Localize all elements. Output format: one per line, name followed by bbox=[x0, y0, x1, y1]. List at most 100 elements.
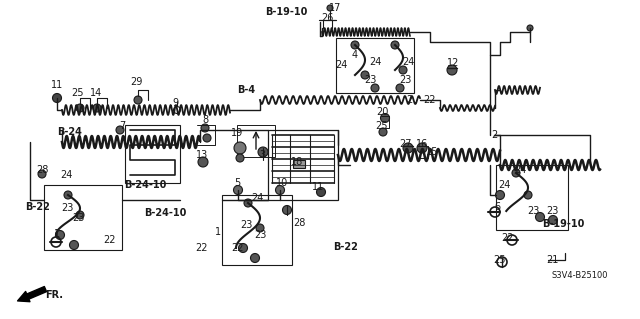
Circle shape bbox=[76, 104, 84, 112]
Text: B-4: B-4 bbox=[237, 85, 255, 95]
Text: 10: 10 bbox=[276, 178, 288, 188]
Circle shape bbox=[239, 243, 248, 253]
Circle shape bbox=[317, 188, 326, 197]
Text: 14: 14 bbox=[90, 88, 102, 98]
Text: 1: 1 bbox=[215, 227, 221, 237]
Text: B-24-10: B-24-10 bbox=[124, 180, 166, 190]
Circle shape bbox=[527, 25, 533, 31]
Circle shape bbox=[447, 65, 457, 75]
Circle shape bbox=[512, 169, 520, 177]
Text: 20: 20 bbox=[376, 107, 388, 117]
Circle shape bbox=[234, 142, 246, 154]
Circle shape bbox=[134, 96, 142, 104]
Text: S3V4-B25100: S3V4-B25100 bbox=[552, 271, 608, 280]
Text: 17: 17 bbox=[329, 3, 341, 13]
Circle shape bbox=[548, 216, 557, 225]
Circle shape bbox=[391, 41, 399, 49]
Text: B-24-10: B-24-10 bbox=[144, 208, 186, 218]
Circle shape bbox=[256, 224, 264, 232]
Text: B-22: B-22 bbox=[26, 202, 51, 212]
Circle shape bbox=[361, 71, 369, 79]
Circle shape bbox=[93, 104, 101, 112]
Text: B-22: B-22 bbox=[333, 242, 358, 252]
Text: 24: 24 bbox=[514, 165, 526, 175]
Text: 29: 29 bbox=[130, 77, 142, 87]
Circle shape bbox=[495, 190, 504, 199]
Circle shape bbox=[76, 211, 84, 219]
Circle shape bbox=[396, 84, 404, 92]
Text: 7: 7 bbox=[119, 121, 125, 131]
Text: 22: 22 bbox=[196, 243, 208, 253]
Circle shape bbox=[381, 114, 390, 122]
Circle shape bbox=[275, 186, 285, 195]
Text: 23: 23 bbox=[72, 213, 84, 223]
Bar bbox=[293, 160, 305, 168]
Bar bbox=[336, 38, 414, 93]
Text: 21: 21 bbox=[546, 255, 558, 265]
Text: 24: 24 bbox=[498, 180, 510, 190]
Text: 24: 24 bbox=[369, 57, 381, 67]
Bar bbox=[268, 130, 338, 200]
Bar bbox=[125, 125, 180, 183]
Circle shape bbox=[52, 93, 61, 102]
Text: 22: 22 bbox=[231, 243, 243, 253]
Text: FR.: FR. bbox=[45, 290, 63, 300]
Text: 11: 11 bbox=[312, 182, 324, 192]
Text: 22: 22 bbox=[424, 95, 436, 105]
Text: 15: 15 bbox=[426, 147, 438, 157]
Text: 23: 23 bbox=[399, 75, 411, 85]
Circle shape bbox=[536, 212, 545, 221]
Text: 18: 18 bbox=[291, 157, 303, 167]
Circle shape bbox=[379, 128, 387, 136]
Text: 9: 9 bbox=[172, 98, 178, 108]
Text: 2: 2 bbox=[406, 95, 412, 105]
Circle shape bbox=[403, 143, 413, 153]
Text: 12: 12 bbox=[447, 58, 459, 68]
Text: 26: 26 bbox=[321, 13, 333, 23]
Text: 23: 23 bbox=[61, 203, 73, 213]
Text: B-24: B-24 bbox=[58, 127, 83, 137]
Text: 23: 23 bbox=[364, 75, 376, 85]
Text: 25: 25 bbox=[376, 121, 388, 131]
Text: 28: 28 bbox=[36, 165, 48, 175]
Bar bbox=[496, 165, 568, 230]
Circle shape bbox=[203, 134, 211, 142]
Bar bbox=[237, 125, 275, 157]
Text: 2: 2 bbox=[491, 130, 497, 140]
Circle shape bbox=[38, 170, 46, 178]
Text: 11: 11 bbox=[51, 80, 63, 90]
Text: 24: 24 bbox=[60, 170, 72, 180]
Text: 23: 23 bbox=[546, 206, 558, 216]
Text: 23: 23 bbox=[240, 220, 252, 230]
Circle shape bbox=[417, 143, 427, 153]
Text: 25: 25 bbox=[493, 255, 506, 265]
Text: 1: 1 bbox=[54, 229, 60, 239]
Circle shape bbox=[351, 41, 359, 49]
Text: 19: 19 bbox=[231, 128, 243, 138]
Text: 25: 25 bbox=[71, 88, 83, 98]
Text: B-19-10: B-19-10 bbox=[542, 219, 584, 229]
Text: 24: 24 bbox=[402, 57, 414, 67]
Text: 4: 4 bbox=[352, 50, 358, 60]
Circle shape bbox=[327, 5, 333, 11]
Circle shape bbox=[70, 241, 79, 249]
Text: 22: 22 bbox=[502, 233, 515, 243]
Circle shape bbox=[56, 231, 65, 240]
Text: B-19-10: B-19-10 bbox=[265, 7, 307, 17]
Text: 22: 22 bbox=[103, 235, 115, 245]
Circle shape bbox=[64, 191, 72, 199]
Text: 8: 8 bbox=[202, 115, 208, 125]
Text: 6: 6 bbox=[494, 202, 500, 212]
Circle shape bbox=[244, 199, 252, 207]
Text: 23: 23 bbox=[254, 230, 266, 240]
Text: 23: 23 bbox=[527, 206, 539, 216]
Circle shape bbox=[116, 126, 124, 134]
Text: 27: 27 bbox=[400, 139, 412, 149]
FancyArrowPatch shape bbox=[17, 286, 47, 302]
Text: 28: 28 bbox=[293, 218, 305, 228]
Circle shape bbox=[399, 66, 407, 74]
Circle shape bbox=[371, 84, 379, 92]
Text: 24: 24 bbox=[251, 193, 263, 203]
Text: 3: 3 bbox=[259, 150, 265, 160]
Bar bbox=[44, 185, 122, 250]
